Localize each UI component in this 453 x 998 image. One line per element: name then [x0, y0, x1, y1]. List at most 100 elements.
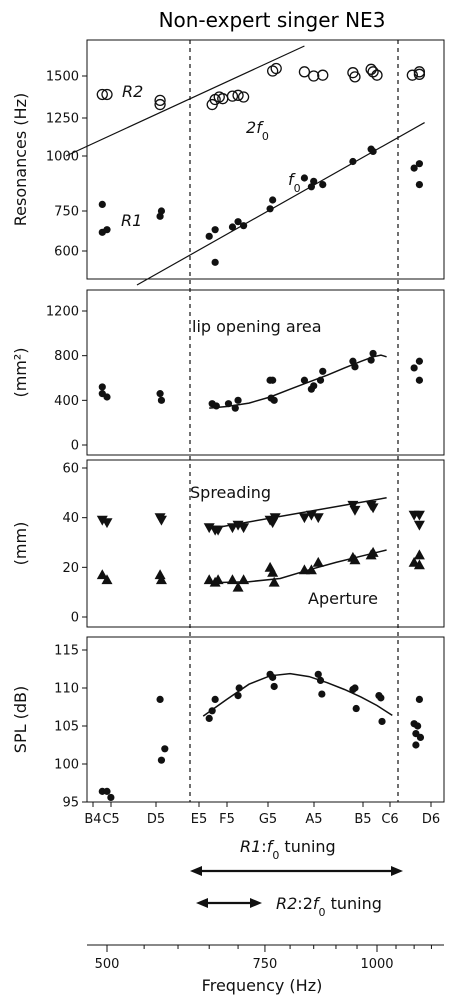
y-tick-label: 100	[54, 758, 79, 773]
aperture-point	[298, 564, 310, 575]
spl-point	[269, 673, 277, 681]
R2-point	[96, 88, 108, 101]
spreading-point	[212, 525, 224, 536]
R1-point	[103, 226, 111, 234]
y-tick-label: 60	[62, 462, 79, 477]
R2-point	[413, 66, 426, 78]
panel-4: 95 100 105 110 115 SPL (dB)	[11, 636, 445, 811]
y-tick-label: 1250	[46, 112, 79, 127]
aperture-point	[305, 564, 317, 575]
R2-point	[217, 93, 229, 105]
spreading-point	[305, 510, 317, 521]
note-label-b4: B4	[84, 812, 101, 827]
lip-area-point	[103, 393, 111, 401]
R2-point	[267, 65, 279, 77]
spl-point	[103, 787, 111, 795]
R1-point	[307, 183, 315, 191]
spl-point	[314, 670, 322, 678]
aperture-point	[155, 574, 167, 585]
r1-tuning-arrow-head-left	[190, 866, 202, 876]
R2-point	[317, 69, 329, 81]
aperture-point	[203, 574, 215, 585]
tuning-boundary-lines	[189, 40, 399, 802]
spl-point	[351, 684, 359, 692]
panel-3: 0 20 40 60 (mm) Spreading Aperture	[11, 459, 445, 628]
lip-area-point	[300, 376, 309, 384]
R1-point	[157, 207, 166, 215]
spreading-point	[96, 515, 108, 526]
spl-point	[318, 690, 326, 698]
spreading-point	[349, 505, 361, 516]
lip-area-point	[351, 363, 359, 371]
R2-point	[154, 94, 166, 107]
y-tick-label: 105	[54, 720, 79, 735]
spreading-point	[413, 510, 425, 521]
note-label-d5: D5	[147, 812, 165, 827]
note-label-f5: F5	[219, 812, 235, 827]
R1-point	[211, 226, 219, 234]
frequency-tick-label: 750	[253, 957, 278, 972]
aperture-point	[96, 569, 108, 580]
spl-point	[234, 692, 242, 700]
note-label-b5: B5	[354, 812, 371, 827]
spreading-annotation: Spreading	[190, 483, 271, 502]
R2-point	[367, 66, 379, 78]
spl-point	[412, 741, 420, 749]
panel-2: 0 400 800 1200 (mm²) lip opening area	[11, 289, 445, 456]
y-tick-label: 40	[62, 511, 79, 526]
spl-point	[208, 707, 216, 715]
chart-title: Non-expert singer NE3	[159, 8, 386, 32]
R1-point	[266, 205, 274, 213]
spl-point	[416, 733, 425, 742]
R1-point	[234, 218, 242, 226]
aperture-point	[413, 559, 425, 570]
spreading-point	[413, 520, 425, 531]
R2-point	[406, 69, 419, 81]
R1-point	[349, 157, 357, 166]
aperture-point	[154, 569, 166, 580]
f0-line	[136, 122, 425, 286]
y-tick-label: 0	[71, 439, 79, 454]
y-tick-label: 750	[54, 205, 79, 220]
aperture-point	[312, 556, 324, 567]
note-label-g5: G5	[259, 812, 277, 827]
spl-point	[378, 717, 386, 726]
note-axis: B4 C5 D5 E5 F5 G5 A5 B5 C6 D6	[84, 802, 440, 827]
lip-area-point	[156, 390, 164, 398]
y-tick-label: 600	[54, 245, 79, 260]
R1-point	[410, 164, 418, 172]
y-axis-label: (mm²)	[11, 347, 30, 397]
note-label-a5: A5	[305, 812, 322, 827]
R1-point	[369, 147, 377, 156]
R1-point	[319, 181, 327, 189]
R1-point	[205, 232, 213, 240]
y-tick-label: 400	[54, 394, 79, 409]
spreading-point	[298, 513, 310, 524]
panel-frame	[86, 39, 445, 280]
note-label-c6: C6	[381, 812, 398, 827]
aperture-point	[349, 554, 361, 565]
r1-annotation: R1	[121, 211, 142, 230]
lip-area-point	[319, 367, 327, 375]
aperture-point	[367, 546, 379, 557]
y-tick-label: 1500	[46, 70, 79, 85]
spl-point	[377, 694, 385, 702]
R2-point	[101, 88, 113, 101]
spreading-point	[155, 515, 167, 526]
R1-point	[211, 258, 219, 266]
aperture-point	[268, 576, 280, 587]
spreading-point	[238, 523, 250, 534]
lip-area-point	[310, 382, 318, 390]
y-tick-label: 1200	[46, 305, 79, 320]
spreading-point	[312, 513, 324, 524]
tuning-arrows: R1:f0 tuning R2:2f0 tuning	[190, 837, 403, 919]
r2-tuning-label: R2:2f0 tuning	[276, 894, 382, 919]
R2-point	[237, 91, 250, 103]
lip-area-point	[224, 400, 233, 408]
spreading-point	[226, 523, 238, 534]
y-axis-label: SPL (dB)	[11, 686, 30, 753]
lip-area-point	[415, 376, 424, 384]
lip-area-annotation: lip opening area	[192, 317, 322, 336]
